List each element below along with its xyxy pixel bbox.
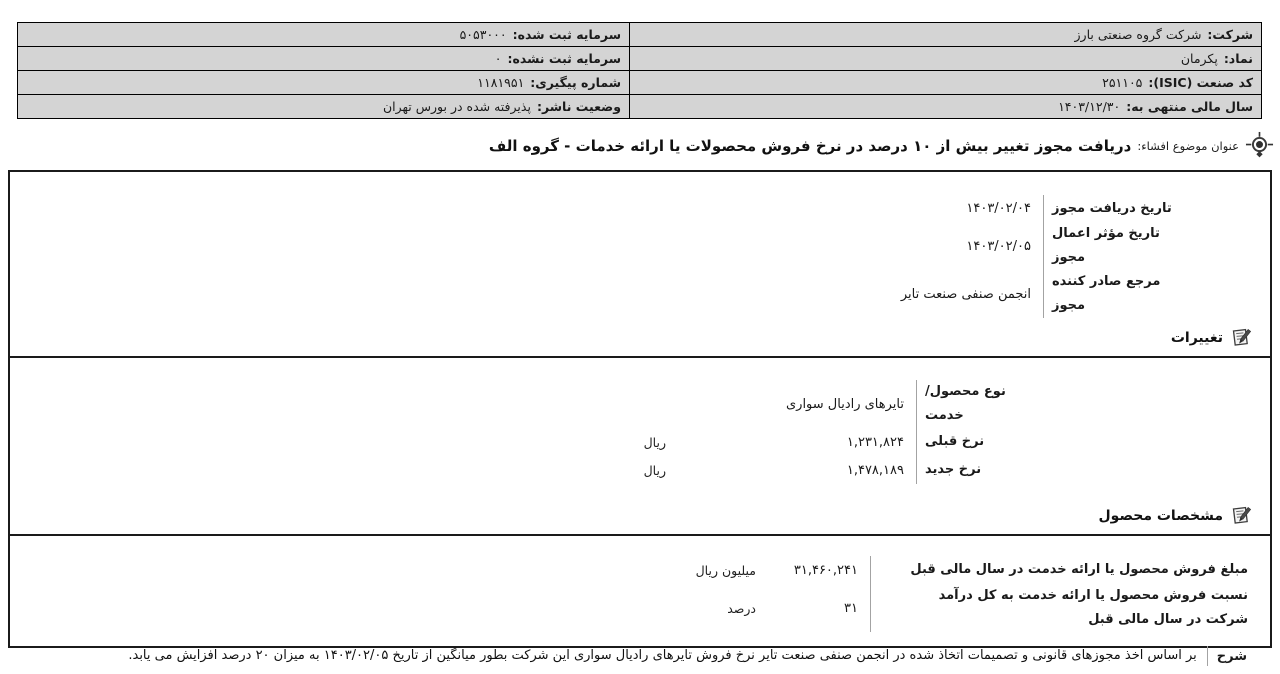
issuer-status-label: وضعیت ناشر: [536, 98, 621, 114]
sales-amount-unit: میلیون ریال [695, 562, 756, 578]
product-specs-section-header: مشخصات محصول [10, 504, 1252, 528]
company-info-table: شرکت: شرکت گروه صنعتی بارز سرمایه ثبت شده… [17, 22, 1262, 119]
symbol-label: نماد: [1223, 50, 1253, 66]
field-row: نوع محصول/خدمت تایرهای رادیال سواری [10, 380, 1048, 428]
symbol-value: پکرمان [1180, 50, 1218, 66]
isic-code-value: ۲۵۱۱۰۵ [1102, 74, 1143, 90]
unregistered-capital-label: سرمایه ثبت نشده: [507, 50, 621, 66]
license-issuer-value: انجمن صنفی صنعت تایر [900, 286, 1031, 302]
sales-ratio-value: ۳۱ [844, 600, 858, 616]
fiscal-year-value: ۱۴۰۳/۱۲/۳۰ [1058, 98, 1121, 114]
note-pencil-icon [1230, 327, 1252, 349]
description-row: شرح بر اساس اخذ مجوزهای قانونی و تصمیمات… [10, 646, 1256, 666]
description-label: شرح [1206, 646, 1256, 666]
unregistered-capital-value: ۰ [494, 50, 502, 66]
sales-ratio-unit: درصد [727, 600, 756, 616]
sales-amount-value: ۳۱,۴۶۰,۲۴۱ [793, 562, 858, 578]
tracking-number-value: ۱۱۸۱۹۵۱ [477, 74, 525, 90]
previous-rate-value: ۱,۲۳۱,۸۲۴ [846, 434, 904, 450]
section-divider [10, 534, 1270, 536]
product-specs-section-title: مشخصات محصول [1098, 508, 1223, 524]
registered-capital-value: ۵۰۵۳۰۰۰ [459, 26, 507, 42]
section-divider [10, 356, 1270, 358]
changes-section-header: تغییرات [10, 326, 1252, 350]
tracking-number-label: شماره پیگیری: [530, 74, 621, 90]
disclosure-title-subject: دریافت مجوز تغییر بیش از ۱۰ درصد در نرخ … [488, 136, 1132, 155]
company-label: شرکت: [1207, 26, 1253, 42]
previous-rate-label: نرخ قبلی [916, 428, 1048, 456]
changes-section-title: تغییرات [1170, 330, 1223, 346]
target-crosshair-icon [1245, 131, 1274, 160]
field-row: نرخ قبلی ۱,۲۳۱,۸۲۴ ریال [10, 428, 1048, 456]
license-fields-group: تاریخ دریافت مجوز ۱۴۰۳/۰۲/۰۴ تاریخ مؤثر … [10, 195, 1195, 318]
issuer-status-value: پذیرفته شده در بورس تهران [382, 98, 531, 114]
disclosure-title-row: عنوان موضوع افشاء: دریافت مجوز تغییر بیش… [8, 131, 1274, 160]
registered-capital-label: سرمایه ثبت شده: [512, 26, 621, 42]
license-receive-date-value: ۱۴۰۳/۰۲/۰۴ [966, 201, 1031, 216]
license-receive-date-label: تاریخ دریافت مجوز [1043, 195, 1195, 222]
product-type-label: نوع محصول/خدمت [916, 380, 1048, 428]
table-row: کد صنعت (ISIC): ۲۵۱۱۰۵ شماره پیگیری: ۱۱۸۱۹… [17, 70, 1262, 95]
field-row: تاریخ مؤثر اعمال مجوز ۱۴۰۳/۰۲/۰۵ [10, 222, 1195, 270]
company-value: شرکت گروه صنعتی بارز [1074, 26, 1202, 42]
isic-code-label: کد صنعت (ISIC): [1148, 74, 1253, 90]
changes-fields-group: نوع محصول/خدمت تایرهای رادیال سواری نرخ … [10, 380, 1048, 484]
disclosure-title-prefix: عنوان موضوع افشاء: [1137, 138, 1239, 153]
table-row: نماد: پکرمان سرمایه ثبت نشده: ۰ [17, 46, 1262, 71]
description-text: بر اساس اخذ مجوزهای قانونی و تصمیمات اتخ… [128, 648, 1197, 663]
field-row: مرجع صادر کننده مجوز انجمن صنفی صنعت تای… [10, 270, 1195, 318]
license-effective-date-label: تاریخ مؤثر اعمال مجوز [1043, 222, 1195, 270]
license-effective-date-value: ۱۴۰۳/۰۲/۰۵ [966, 238, 1031, 254]
new-rate-unit: ریال [643, 462, 666, 478]
disclosure-form: تاریخ دریافت مجوز ۱۴۰۳/۰۲/۰۴ تاریخ مؤثر … [8, 170, 1272, 666]
new-rate-value: ۱,۴۷۸,۱۸۹ [846, 462, 904, 478]
field-row: مبلغ فروش محصول یا ارائه خدمت در سال مال… [10, 556, 1256, 584]
product-type-value: تایرهای رادیال سواری [785, 396, 904, 412]
product-specs-fields-group: مبلغ فروش محصول یا ارائه خدمت در سال مال… [10, 556, 1256, 632]
note-pencil-icon [1230, 505, 1252, 527]
new-rate-label: نرخ جدید [916, 456, 1048, 484]
field-row: تاریخ دریافت مجوز ۱۴۰۳/۰۲/۰۴ [10, 195, 1195, 222]
field-row: نسبت فروش محصول یا ارائه خدمت به کل درآم… [10, 584, 1256, 632]
license-issuer-label: مرجع صادر کننده مجوز [1043, 270, 1195, 318]
field-row: نرخ جدید ۱,۴۷۸,۱۸۹ ریال [10, 456, 1048, 484]
sales-amount-label: مبلغ فروش محصول یا ارائه خدمت در سال مال… [870, 556, 1256, 584]
table-row: سال مالی منتهی به: ۱۴۰۳/۱۲/۳۰ وضعیت ناشر:… [17, 94, 1262, 119]
previous-rate-unit: ریال [643, 434, 666, 450]
fiscal-year-label: سال مالی منتهی به: [1126, 98, 1253, 114]
table-row: شرکت: شرکت گروه صنعتی بارز سرمایه ثبت شده… [17, 22, 1262, 47]
sales-ratio-label: نسبت فروش محصول یا ارائه خدمت به کل درآم… [870, 584, 1256, 632]
